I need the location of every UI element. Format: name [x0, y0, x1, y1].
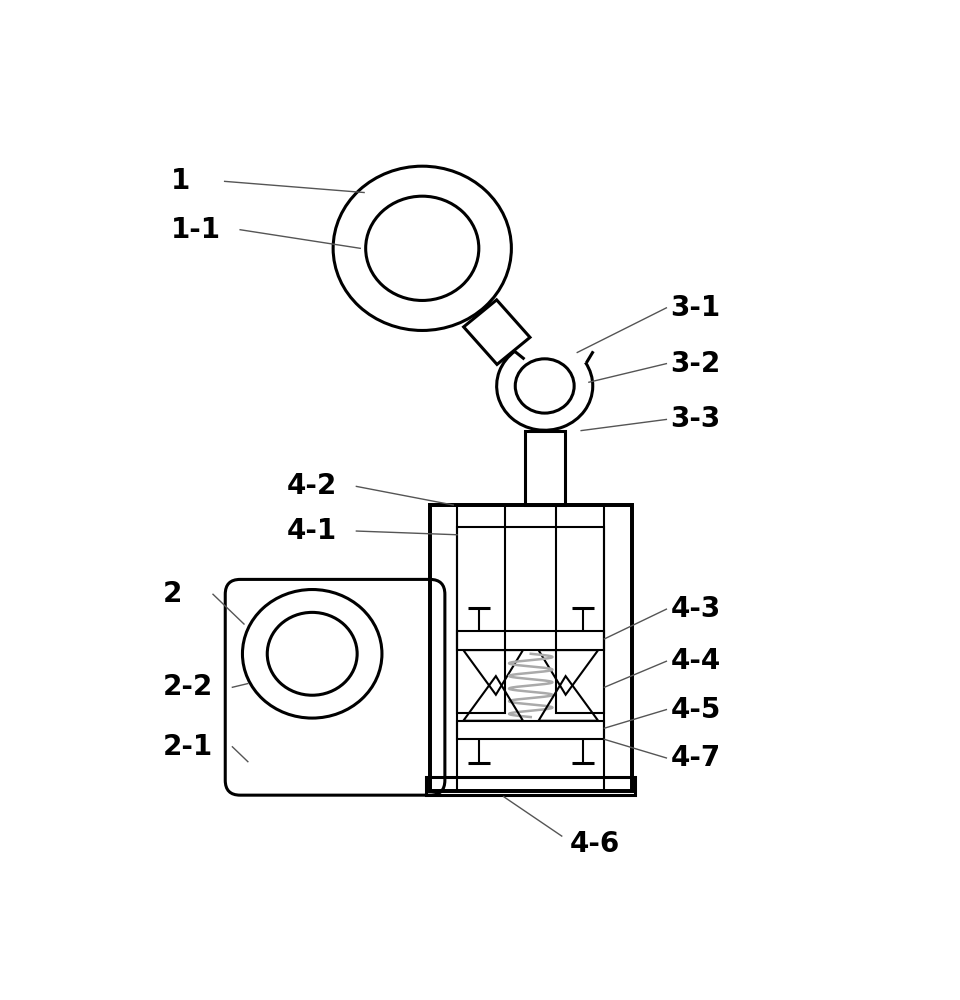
Text: 4-6: 4-6: [569, 830, 620, 858]
Text: 4-1: 4-1: [287, 517, 337, 545]
Text: 4-3: 4-3: [670, 595, 721, 623]
Text: 1: 1: [170, 167, 190, 195]
Bar: [457, 505, 505, 713]
Bar: [426, 777, 636, 795]
Bar: [524, 431, 564, 505]
Bar: [457, 631, 605, 650]
Bar: [430, 505, 632, 791]
Text: 2: 2: [162, 580, 182, 608]
Text: 4-7: 4-7: [670, 744, 721, 772]
Bar: [557, 505, 605, 713]
Text: 2-1: 2-1: [162, 733, 213, 761]
Text: 2-2: 2-2: [162, 673, 213, 701]
Bar: [457, 721, 605, 739]
Text: 3-2: 3-2: [670, 350, 721, 378]
Text: 4-4: 4-4: [670, 647, 721, 675]
Text: 4-2: 4-2: [287, 472, 337, 500]
Text: 4-5: 4-5: [670, 696, 721, 724]
Bar: [457, 527, 605, 791]
Text: 1-1: 1-1: [170, 216, 221, 244]
Text: 3-1: 3-1: [670, 294, 720, 322]
Text: 3-3: 3-3: [670, 405, 721, 433]
